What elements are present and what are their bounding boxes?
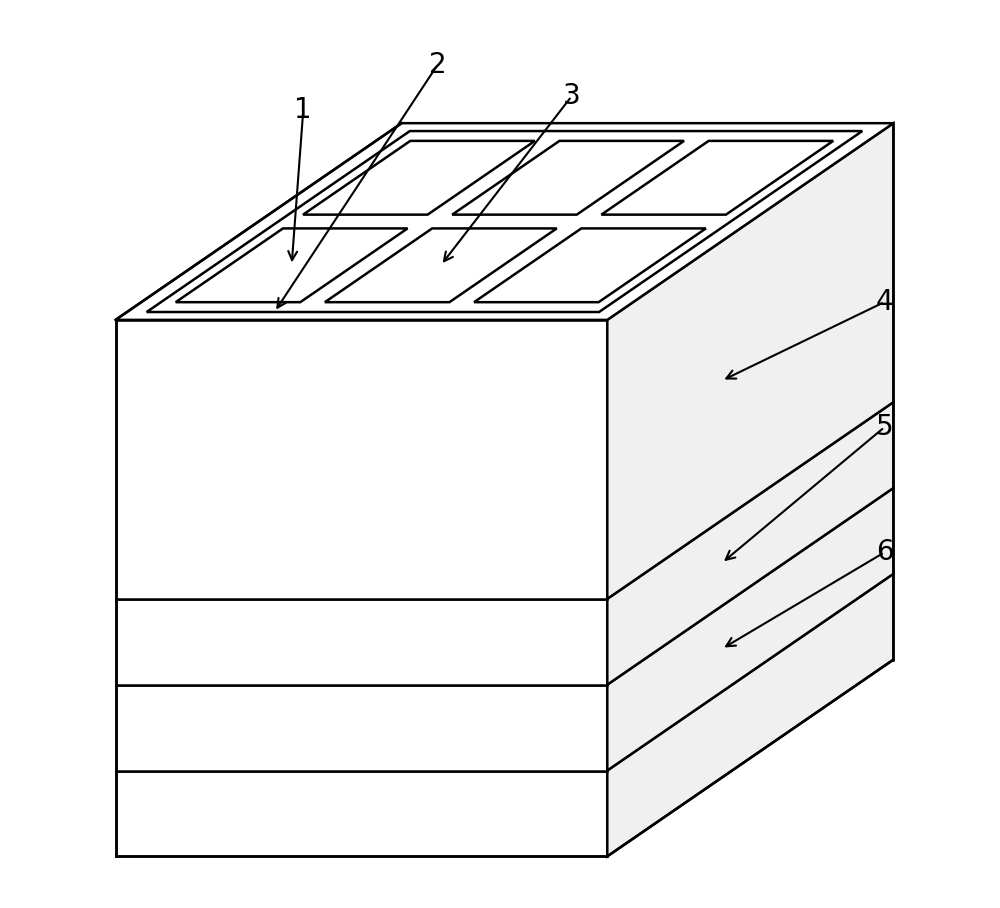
Polygon shape: [607, 574, 893, 856]
Text: 6: 6: [876, 538, 893, 567]
Polygon shape: [601, 141, 833, 214]
Text: 4: 4: [876, 288, 893, 316]
Polygon shape: [116, 123, 893, 320]
Polygon shape: [607, 123, 893, 599]
Polygon shape: [474, 229, 706, 302]
Polygon shape: [607, 402, 893, 685]
Polygon shape: [116, 320, 607, 599]
Polygon shape: [176, 229, 408, 302]
Polygon shape: [116, 685, 607, 771]
Polygon shape: [303, 141, 535, 214]
Text: 3: 3: [563, 83, 580, 111]
Text: 5: 5: [876, 413, 893, 441]
Polygon shape: [325, 229, 557, 302]
Polygon shape: [116, 599, 607, 685]
Polygon shape: [607, 488, 893, 771]
Polygon shape: [452, 141, 684, 214]
Text: 2: 2: [429, 51, 446, 79]
Text: 1: 1: [294, 95, 312, 123]
Polygon shape: [116, 771, 607, 856]
